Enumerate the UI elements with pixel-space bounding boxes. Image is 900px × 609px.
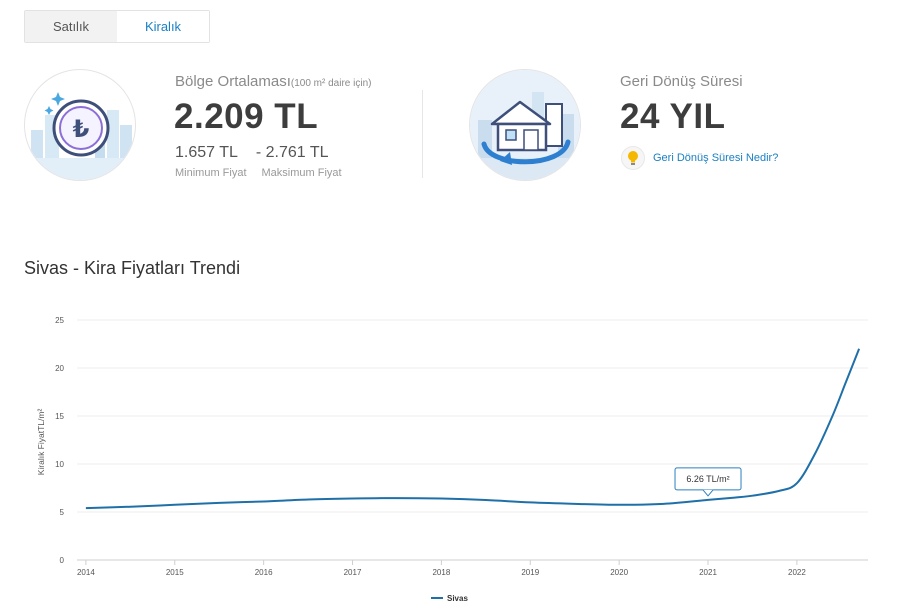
divider	[422, 90, 423, 178]
payback-value: 24 YIL	[620, 97, 726, 136]
y-tick-label: 0	[60, 556, 65, 565]
legend-label-sivas: Sivas	[447, 594, 468, 603]
x-tick-label: 2020	[610, 568, 628, 577]
min-price-label: Minimum Fiyat	[175, 167, 247, 179]
average-note: (100 m² daire için)	[290, 78, 372, 89]
max-price: - 2.761 TL	[255, 144, 329, 161]
tab-bar: Satılık Kiralık	[24, 10, 210, 43]
house-return-icon	[469, 69, 581, 181]
x-tick-label: 2019	[521, 568, 539, 577]
x-tick-label: 2014	[77, 568, 95, 577]
tab-satilik[interactable]: Satılık	[25, 11, 117, 42]
x-tick-label: 2018	[432, 568, 450, 577]
x-tick-label: 2015	[166, 568, 184, 577]
value-tooltip: 6.26 TL/m²	[674, 467, 742, 497]
tooltip-label: 6.26 TL/m²	[686, 474, 729, 484]
payback-help-link[interactable]: Geri Dönüş Süresi Nedir?	[653, 152, 779, 164]
y-tick-label: 20	[55, 364, 64, 373]
svg-text:₺: ₺	[73, 115, 90, 143]
average-title: Bölge Ortalaması(100 m² daire için)	[175, 73, 372, 90]
payback-title: Geri Dönüş Süresi	[620, 73, 743, 90]
lightbulb-icon	[621, 146, 645, 170]
x-tick-label: 2017	[344, 568, 362, 577]
x-tick-label: 2022	[788, 568, 806, 577]
payback-help[interactable]: Geri Dönüş Süresi Nedir?	[621, 146, 778, 170]
tab-kiralik[interactable]: Kiralık	[117, 11, 209, 42]
tooltip-arrow	[702, 489, 714, 497]
tooltip-box	[674, 467, 742, 491]
lira-coin-icon: ₺	[24, 69, 136, 181]
legend: Sivas	[431, 594, 468, 603]
series-line-sivas	[85, 348, 861, 510]
price-range-labels: Minimum Fiyat Maksimum Fiyat	[175, 167, 342, 179]
y-axis-label: Kiralık FiyatTL/m²	[36, 409, 46, 476]
x-tick-label: 2016	[255, 568, 273, 577]
y-tick-label: 10	[55, 460, 64, 469]
min-price: 1.657 TL	[175, 144, 238, 161]
max-price-label: Maksimum Fiyat	[261, 167, 342, 179]
price-range: 1.657 TL - 2.761 TL	[175, 144, 329, 162]
x-tick-label: 2021	[699, 568, 717, 577]
rent-trend-chart: 0 5 10 15 20 25 2014 2015 2016 2017 2018 2019 2020 2…	[36, 316, 868, 603]
chart-title: Sivas - Kira Fiyatları Trendi	[24, 258, 241, 278]
y-tick-label: 25	[55, 316, 64, 325]
y-tick-label: 15	[55, 412, 64, 421]
average-value: 2.209 TL	[174, 97, 319, 136]
y-tick-label: 5	[60, 508, 65, 517]
